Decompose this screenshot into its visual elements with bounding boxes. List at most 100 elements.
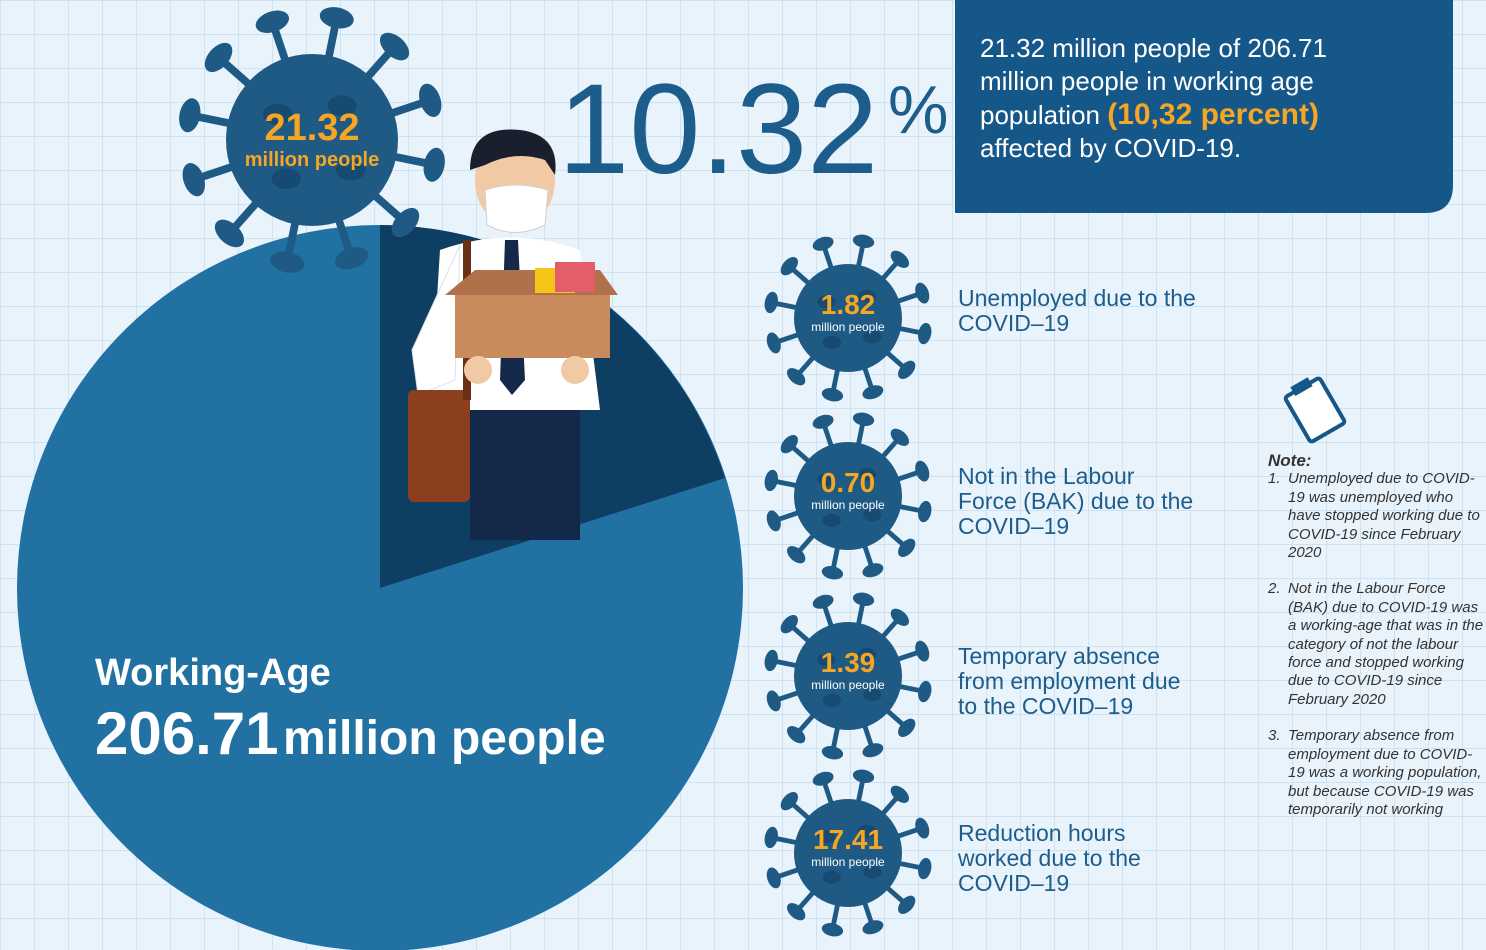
virus-knob [766, 510, 781, 532]
virus-knob [391, 207, 420, 238]
summary-before: 21.32 million people of 206.71 million p… [980, 33, 1327, 130]
virus-knob [918, 857, 932, 880]
virus-spot [857, 824, 877, 838]
virus-knob [786, 546, 806, 564]
impact-unit: million people [811, 498, 885, 512]
virus-knob [204, 42, 233, 73]
impact-value: 1.39 [820, 647, 876, 678]
virus-knob [862, 743, 884, 758]
virus-spot [863, 865, 882, 879]
virus-knob [419, 83, 442, 117]
virus-knob [335, 247, 369, 270]
virus-knob [898, 718, 916, 738]
summary-after: affected by COVID-19. [980, 133, 1242, 163]
virus-spot [822, 693, 841, 707]
virus-spot [863, 508, 882, 522]
virus-knob [918, 322, 932, 345]
virus-icon [764, 412, 932, 580]
impact-value: 17.41 [812, 824, 884, 855]
virus-icon [764, 592, 932, 760]
impact-label: Reduction hours worked due to the COVID–… [958, 820, 1141, 896]
virus-knob [821, 388, 844, 402]
virus-icon [179, 7, 445, 273]
note-marker: 2. [1268, 580, 1281, 598]
virus-knob [764, 469, 778, 492]
virus-icon [764, 769, 932, 937]
note-text: Unemployed due to COVID-19 was unemploye… [1288, 470, 1480, 562]
virus-knob [179, 98, 201, 133]
virus-body [794, 799, 902, 907]
virus-knob [915, 282, 930, 304]
virus-knob [786, 903, 806, 921]
percent-value: 10.32 [558, 58, 879, 201]
note-item: 1. Unemployed due to COVID-19 was unemplo… [1268, 470, 1486, 562]
note-item: 2. Not in the Labour Force (BAK) due to C… [1268, 580, 1486, 709]
impact-figure: 1.82 million people [811, 289, 885, 335]
note: Note: 1. Unemployed due to COVID-19 was u… [1268, 451, 1486, 837]
virus-knob [780, 256, 798, 276]
virus-knob [812, 594, 834, 609]
impact-label: Unemployed due to the COVID–19 [958, 285, 1196, 336]
virus-spot [863, 330, 882, 344]
virus-spot [822, 513, 841, 527]
virus-knob [786, 368, 806, 386]
virus-knob [423, 147, 445, 182]
virus-knob [821, 566, 844, 580]
virus-knob [379, 32, 410, 61]
note-title: Note: [1268, 451, 1312, 470]
virus-spot [271, 168, 301, 190]
working-age-value: 206.71 [95, 700, 279, 767]
working-age-label: Working-Age [95, 652, 331, 694]
virus-knob [812, 771, 834, 786]
virus-knob [890, 608, 910, 626]
virus-knob [898, 360, 916, 380]
virus-knob [182, 163, 205, 197]
summary-box [955, 0, 1453, 213]
note-marker: 3. [1268, 727, 1281, 745]
count-unit: million people [244, 149, 380, 171]
virus-knob [255, 10, 289, 33]
virus-knob [812, 236, 834, 251]
summary-text: 21.32 million people of 206.71 million p… [980, 32, 1380, 165]
note-item: 3. Temporary absence from employment due … [1268, 727, 1486, 819]
virus-knob [852, 592, 875, 606]
virus-knob [852, 769, 875, 783]
virus-spot [817, 473, 836, 487]
note-text: Not in the Labour Force (BAK) due to COV… [1288, 580, 1484, 708]
working-age-block: Working-Age 206.71 million people [95, 650, 606, 788]
impact-figure: 1.39 million people [811, 647, 884, 693]
virus-knob [766, 332, 781, 354]
virus-knob [780, 434, 798, 454]
count-value: 21.32 [264, 107, 360, 149]
virus-knob [786, 726, 806, 744]
virus-knob [918, 500, 932, 523]
virus-knob [319, 7, 354, 29]
virus-spot [817, 295, 836, 309]
count-block: 21.32 million people [245, 108, 379, 172]
virus-knob [821, 746, 844, 760]
note-marker: 1. [1268, 470, 1281, 488]
virus-spot [336, 159, 366, 181]
clipboard-icon [1283, 376, 1347, 444]
virus-knob [890, 428, 910, 446]
percent-sign: % [888, 72, 949, 148]
virus-knob [862, 385, 884, 400]
virus-knob [812, 414, 834, 429]
virus-knob [764, 291, 778, 314]
virus-knob [852, 234, 875, 248]
note-text: Temporary absence from employment due to… [1288, 727, 1482, 818]
virus-knob [214, 219, 245, 248]
impact-value: 1.82 [820, 289, 876, 320]
virus-knob [898, 538, 916, 558]
virus-knob [780, 614, 798, 634]
impact-figure: 17.41 million people [811, 824, 884, 870]
virus-knob [852, 412, 875, 426]
virus-body [794, 264, 902, 372]
virus-knob [918, 680, 932, 703]
impact-unit: million people [811, 320, 885, 334]
virus-knob [764, 826, 778, 849]
virus-icon [764, 234, 932, 402]
virus-knob [890, 250, 910, 268]
virus-knob [862, 563, 884, 578]
